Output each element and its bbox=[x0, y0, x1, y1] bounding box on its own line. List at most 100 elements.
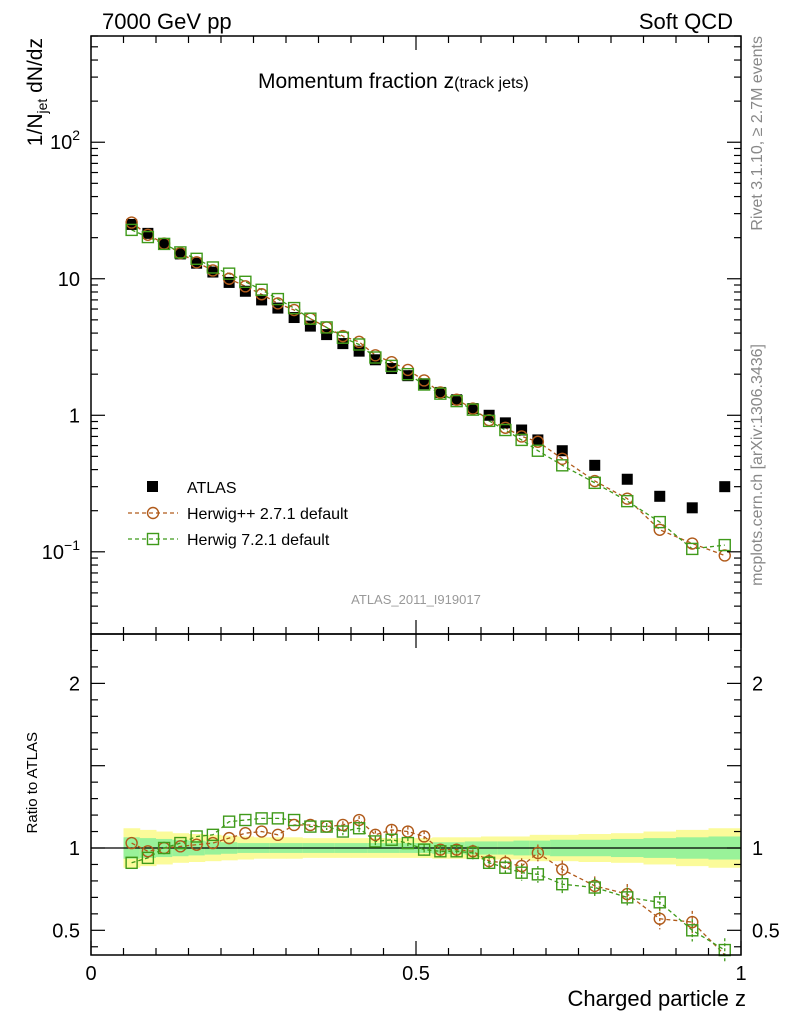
legend-herwig7-label: Herwig 7.2.1 default bbox=[187, 532, 330, 549]
ratio-herwig7-point bbox=[352, 822, 366, 835]
herwig7-point bbox=[482, 414, 496, 428]
ratio-herwig7-point bbox=[190, 830, 203, 843]
herwig7-point bbox=[686, 542, 699, 556]
atlas-point bbox=[516, 424, 528, 436]
y-tick-label: 10 bbox=[58, 269, 80, 291]
herwig7-point bbox=[222, 267, 236, 280]
ratio-herwig7-point bbox=[556, 878, 569, 891]
ratio-y-tick-label-left: 2 bbox=[69, 673, 80, 695]
herwig7-point bbox=[352, 338, 366, 351]
atlas-point bbox=[353, 345, 365, 357]
chart-title-main: Momentum fraction z bbox=[258, 70, 454, 93]
ratio-herwig7-point bbox=[515, 866, 528, 879]
herwig7-point bbox=[271, 292, 285, 306]
atlas-point bbox=[556, 445, 568, 457]
herwig7-point bbox=[499, 423, 512, 437]
ratio-herwig7-point bbox=[206, 828, 220, 842]
atlas-point bbox=[321, 329, 333, 341]
herwig7-point bbox=[287, 301, 301, 315]
energy-label: 7000 GeV pp bbox=[102, 9, 232, 34]
ratio-herwig7-point bbox=[531, 868, 545, 881]
ratio-herwigpp-point bbox=[125, 836, 138, 850]
ratio-herwig7-point bbox=[466, 846, 480, 860]
legend-herwig7-marker bbox=[146, 532, 160, 546]
herwig7-point bbox=[556, 459, 569, 472]
chart-title: Momentum fraction z(track jets) bbox=[258, 70, 529, 93]
legend-herwigpp-label: Herwig++ 2.7.1 default bbox=[187, 506, 349, 523]
y-tick-label: 10−1 bbox=[42, 537, 80, 564]
atlas-point bbox=[191, 257, 203, 269]
herwig7-point bbox=[336, 331, 350, 344]
category-label: Soft QCD bbox=[639, 9, 733, 34]
x-tick-label: 1 bbox=[735, 963, 746, 985]
ratio-series bbox=[125, 812, 731, 962]
ratio-herwig7-point bbox=[653, 896, 666, 909]
ratio-herwigpp-point bbox=[141, 845, 155, 858]
herwig7-point bbox=[206, 261, 220, 274]
atlas-point bbox=[142, 227, 154, 239]
ratio-herwigpp-point bbox=[271, 828, 285, 842]
herwigpp-point bbox=[653, 523, 666, 536]
ratio-herwig7-point bbox=[369, 835, 382, 848]
ratio-herwigpp-point bbox=[255, 825, 268, 838]
legend: ATLAS Herwig++ 2.7.1 default Herwig 7.2.… bbox=[128, 480, 349, 549]
atlas-point bbox=[288, 312, 300, 324]
ratio-y-tick-label-left: 0.5 bbox=[52, 920, 80, 942]
ratio-herwig7-point bbox=[141, 851, 155, 865]
atlas-point bbox=[532, 434, 544, 446]
atlas-point bbox=[467, 403, 479, 415]
ratio-herwig7-point bbox=[621, 891, 634, 904]
atlas-point bbox=[418, 378, 430, 390]
herwig7-point bbox=[531, 444, 545, 457]
ratio-herwig7-point bbox=[125, 856, 138, 870]
ratio-herwigpp-point bbox=[417, 830, 431, 843]
y-tick-label: 102 bbox=[50, 127, 80, 154]
herwigpp-point bbox=[556, 452, 569, 465]
ratio-herwig7-point bbox=[239, 813, 252, 827]
ratio-herwig7-point bbox=[450, 845, 463, 858]
atlas-point bbox=[621, 473, 633, 485]
herwig7-point bbox=[653, 515, 666, 529]
atlas-point bbox=[654, 490, 666, 502]
legend-herwigpp-marker bbox=[146, 506, 160, 520]
atlas-point bbox=[589, 459, 601, 471]
herwig7-point bbox=[369, 351, 382, 364]
herwig7-point bbox=[466, 403, 480, 416]
ratio-y-tick-label-right: 1 bbox=[752, 838, 763, 860]
ratio-herwig7-line bbox=[131, 817, 726, 951]
atlas-point bbox=[386, 363, 398, 375]
atlas-point bbox=[272, 302, 284, 314]
atlas-point bbox=[304, 320, 316, 332]
herwig7-point bbox=[417, 378, 431, 391]
ratio-herwigpp-point bbox=[556, 863, 569, 876]
main-series bbox=[125, 216, 731, 562]
atlas-point bbox=[223, 276, 235, 288]
herwig7-point bbox=[239, 275, 252, 288]
ratio-herwig7-point bbox=[401, 836, 415, 850]
rivet-label: Rivet 3.1.10, ≥ 2.7M events bbox=[749, 36, 766, 231]
ratio-herwig7-point bbox=[686, 924, 699, 937]
herwigpp-point bbox=[125, 216, 138, 229]
legend-atlas-label: ATLAS bbox=[187, 480, 237, 497]
herwig7-point bbox=[174, 246, 187, 259]
ratio-herwig7-point bbox=[174, 836, 187, 850]
ratio-herwigpp-point bbox=[190, 838, 203, 851]
herwig7-point bbox=[450, 394, 463, 408]
atlas-point bbox=[719, 481, 731, 493]
herwig7-point bbox=[588, 476, 601, 490]
herwigpp-point bbox=[531, 435, 545, 448]
y-axis-label-ratio: Ratio to ATLAS bbox=[24, 732, 41, 833]
ratio-herwig7-point bbox=[157, 841, 171, 855]
ratio-herwig7-point bbox=[271, 812, 285, 825]
herwig7-point bbox=[401, 367, 415, 381]
atlas-point bbox=[369, 354, 381, 366]
atlas-point bbox=[158, 238, 170, 250]
ratio-herwigpp-point bbox=[222, 831, 236, 845]
ratio-herwig7-point bbox=[304, 820, 317, 833]
y-axis-label-main: 1/Njet dN/dz bbox=[24, 38, 50, 146]
atlas-point bbox=[434, 386, 446, 398]
herwig7-point bbox=[515, 433, 528, 447]
ratio-herwig7-point bbox=[336, 825, 350, 838]
